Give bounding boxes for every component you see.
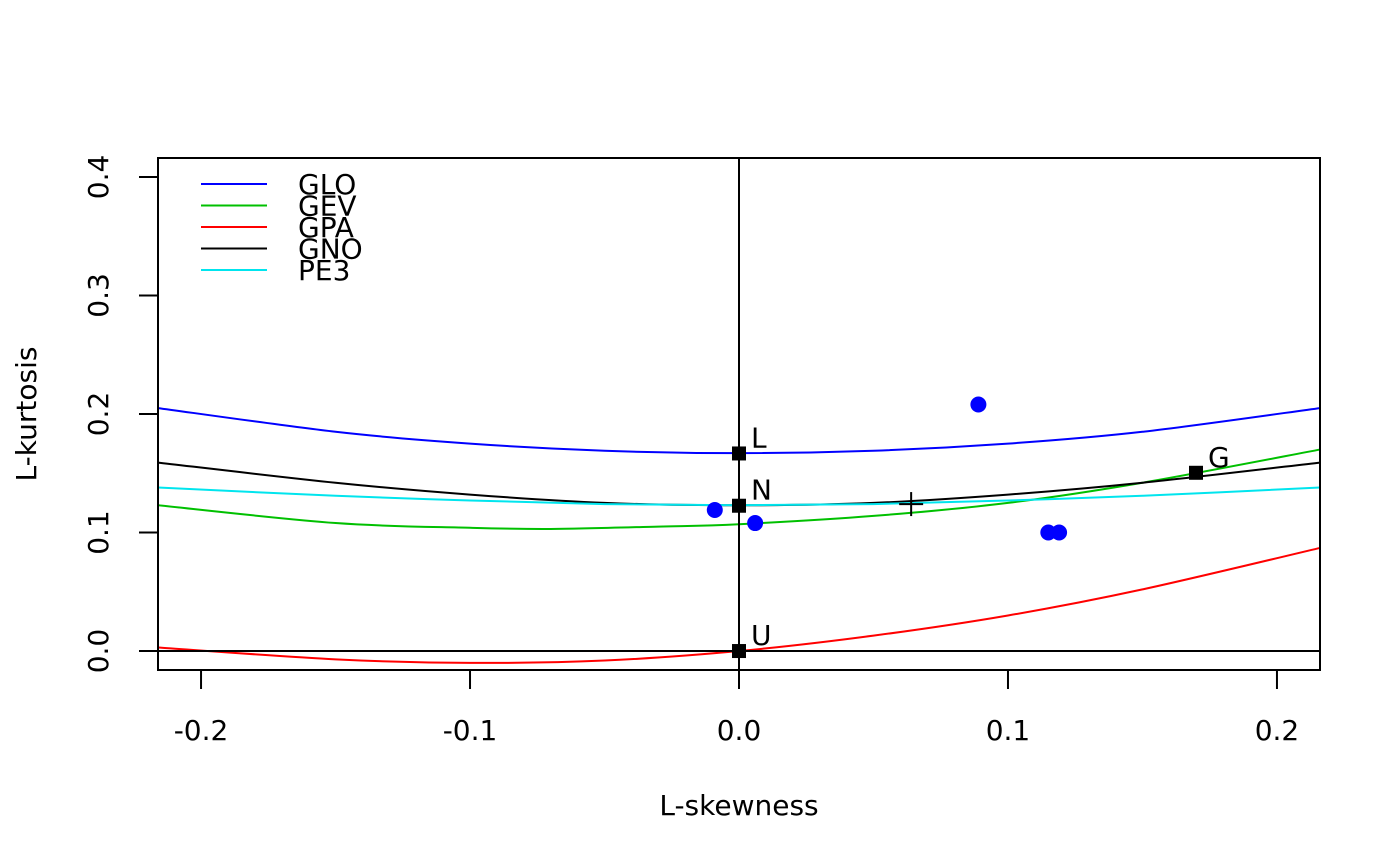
special-point-label-u: U	[751, 619, 772, 652]
sample-point-5	[1051, 524, 1068, 541]
y-tick-label: 0.4	[82, 155, 115, 200]
x-tick-label: 0.1	[986, 714, 1031, 747]
x-axis: -0.2 -0.1 0.0 0.1 0.2	[174, 669, 1300, 747]
legend-label-gpa: GPA	[298, 211, 354, 244]
special-point-u	[732, 644, 746, 659]
special-point-label-g: G	[1208, 441, 1230, 474]
legend-label-pe3: PE3	[298, 254, 350, 287]
sample-point-1	[706, 502, 723, 518]
legend-label-gno: GNO	[298, 233, 363, 266]
curve-gev	[157, 448, 1321, 531]
x-tick-label: 0.2	[1255, 714, 1300, 747]
x-tick-label: -0.2	[174, 714, 229, 747]
sample-point-2	[747, 515, 764, 532]
mean-marker	[899, 492, 924, 517]
x-tick-label: -0.1	[443, 714, 498, 747]
y-axis-title: L-kurtosis	[10, 347, 43, 482]
x-axis-title: L-skewness	[659, 789, 818, 822]
legend-label-gev: GEV	[298, 190, 357, 223]
special-point-n	[732, 498, 746, 513]
special-point-label-n: N	[751, 474, 772, 507]
special-point-g	[1188, 465, 1203, 480]
sample-point-3	[970, 396, 987, 413]
special-point-label-l: L	[751, 421, 767, 454]
legend-label-glo: GLO	[298, 168, 356, 201]
special-point-l	[732, 446, 746, 461]
y-tick-label: 0.3	[82, 273, 115, 318]
sample-points	[706, 396, 1068, 541]
y-tick-label: 0.0	[82, 629, 115, 674]
x-tick-label: 0.0	[717, 714, 762, 747]
y-tick-label: 0.2	[82, 392, 115, 437]
special-points: LN U G	[732, 421, 1230, 659]
y-tick-label: 0.1	[82, 510, 115, 555]
y-axis: 0.0 0.1 0.2 0.3 0.4	[82, 155, 159, 674]
